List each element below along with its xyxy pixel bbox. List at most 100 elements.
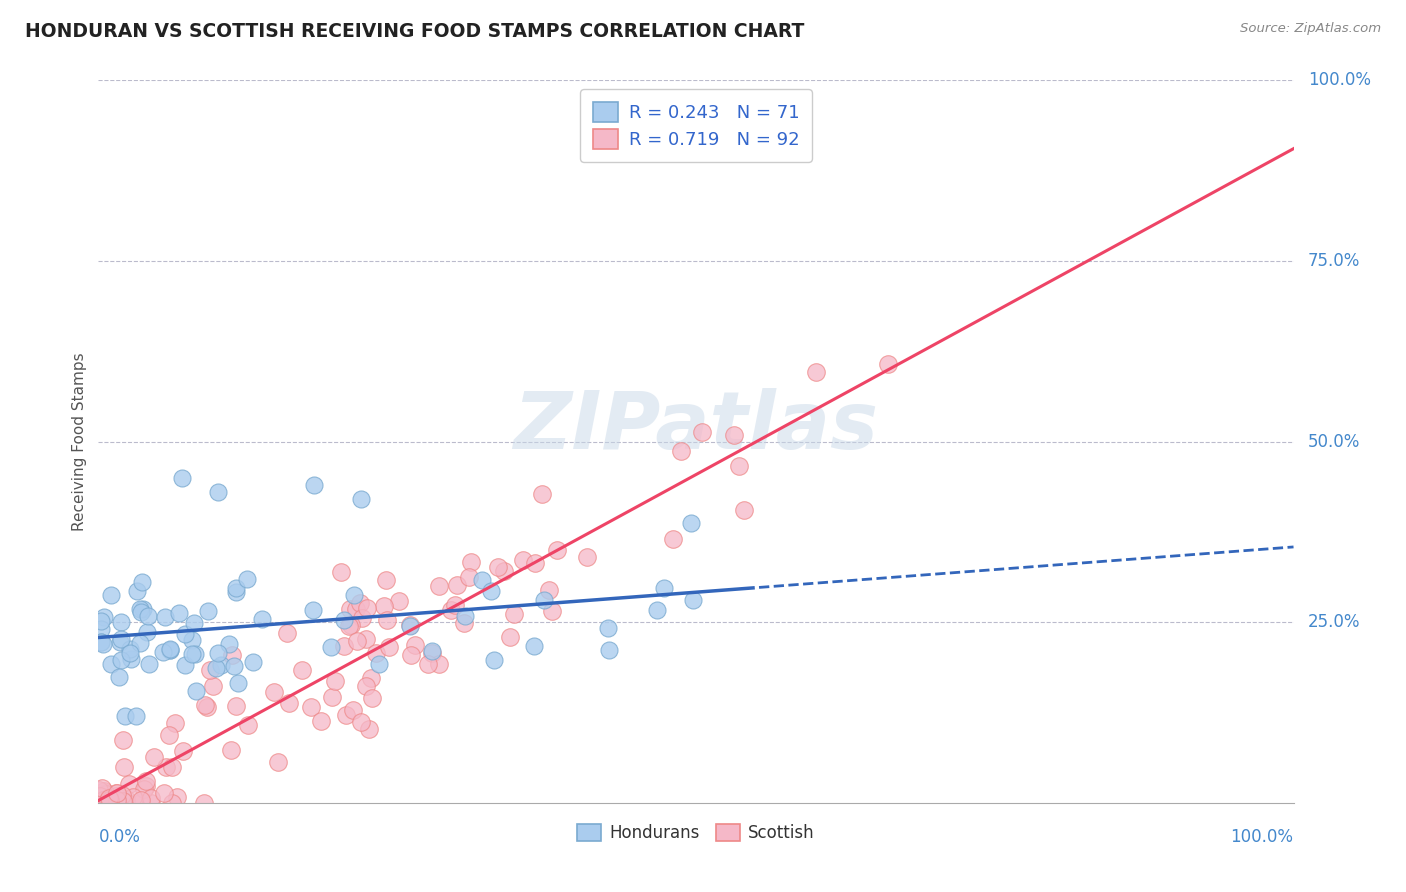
Point bbox=[120, 652, 142, 666]
Point bbox=[364, 646, 387, 660]
Point bbox=[453, 615, 475, 630]
Point bbox=[104, 789, 127, 803]
Point bbox=[162, 760, 184, 774]
Point bbox=[111, 794, 134, 808]
Point bbox=[806, 365, 828, 379]
Point bbox=[97, 793, 120, 807]
Point bbox=[93, 610, 115, 624]
Point bbox=[115, 795, 138, 809]
Point bbox=[183, 615, 205, 630]
Point bbox=[359, 722, 381, 736]
Point bbox=[105, 793, 128, 807]
Point bbox=[356, 601, 378, 615]
Point bbox=[163, 716, 186, 731]
Point bbox=[427, 657, 450, 671]
Point bbox=[278, 697, 301, 711]
Point bbox=[349, 596, 371, 610]
Text: ZIPatlas: ZIPatlas bbox=[513, 388, 879, 467]
Point bbox=[378, 640, 401, 654]
Point bbox=[135, 774, 157, 789]
Point bbox=[195, 699, 218, 714]
Text: 75.0%: 75.0% bbox=[1308, 252, 1360, 270]
Point bbox=[877, 357, 900, 371]
Point bbox=[97, 791, 120, 805]
Point bbox=[142, 749, 165, 764]
Point bbox=[180, 633, 202, 648]
Point bbox=[132, 601, 155, 615]
Point bbox=[174, 658, 197, 673]
Point bbox=[103, 794, 125, 808]
Point bbox=[120, 646, 142, 660]
Point bbox=[138, 657, 160, 671]
Point bbox=[354, 679, 377, 693]
Point bbox=[350, 492, 373, 507]
Point bbox=[681, 516, 703, 530]
Point bbox=[155, 760, 177, 774]
Point bbox=[598, 621, 620, 635]
Point bbox=[375, 573, 398, 587]
Point bbox=[440, 603, 463, 617]
Point bbox=[537, 582, 560, 597]
Point bbox=[266, 755, 288, 769]
Point bbox=[129, 796, 152, 810]
Point bbox=[512, 553, 534, 567]
Point bbox=[105, 786, 128, 800]
Point bbox=[225, 585, 247, 599]
Point bbox=[104, 786, 127, 800]
Point bbox=[91, 637, 114, 651]
Point bbox=[661, 533, 683, 547]
Point bbox=[361, 691, 384, 706]
Point bbox=[222, 659, 245, 673]
Point bbox=[172, 470, 194, 484]
Point bbox=[486, 560, 509, 574]
Point bbox=[342, 703, 364, 717]
Point bbox=[250, 612, 273, 626]
Point bbox=[221, 648, 243, 663]
Point bbox=[129, 793, 152, 807]
Point bbox=[682, 592, 704, 607]
Point bbox=[193, 796, 215, 810]
Point bbox=[343, 588, 366, 602]
Point bbox=[228, 676, 250, 690]
Point bbox=[225, 581, 247, 595]
Point bbox=[471, 573, 494, 587]
Point bbox=[91, 796, 114, 810]
Point bbox=[90, 794, 112, 808]
Point bbox=[335, 708, 357, 723]
Point bbox=[723, 427, 745, 442]
Point bbox=[354, 632, 377, 646]
Point bbox=[183, 647, 205, 661]
Point bbox=[118, 777, 141, 791]
Point bbox=[647, 602, 669, 616]
Point bbox=[498, 631, 520, 645]
Text: 50.0%: 50.0% bbox=[1308, 433, 1360, 450]
Point bbox=[112, 759, 135, 773]
Point bbox=[166, 790, 188, 805]
Point bbox=[110, 615, 132, 629]
Point bbox=[96, 795, 118, 809]
Y-axis label: Receiving Food Stamps: Receiving Food Stamps bbox=[72, 352, 87, 531]
Point bbox=[90, 796, 112, 810]
Point bbox=[94, 786, 117, 800]
Point bbox=[457, 570, 479, 584]
Point bbox=[420, 644, 443, 658]
Point bbox=[172, 744, 194, 758]
Point bbox=[225, 698, 247, 713]
Point bbox=[575, 549, 598, 564]
Point bbox=[120, 641, 142, 656]
Point bbox=[159, 643, 181, 657]
Point bbox=[87, 783, 110, 797]
Point bbox=[350, 715, 373, 730]
Point bbox=[523, 639, 546, 653]
Point bbox=[139, 796, 162, 810]
Point bbox=[100, 657, 122, 671]
Point bbox=[388, 593, 411, 607]
Point bbox=[197, 604, 219, 618]
Point bbox=[89, 789, 111, 803]
Point bbox=[132, 782, 155, 797]
Point bbox=[546, 542, 568, 557]
Point bbox=[159, 643, 181, 657]
Point bbox=[242, 655, 264, 669]
Text: Source: ZipAtlas.com: Source: ZipAtlas.com bbox=[1240, 22, 1381, 36]
Point bbox=[460, 555, 482, 569]
